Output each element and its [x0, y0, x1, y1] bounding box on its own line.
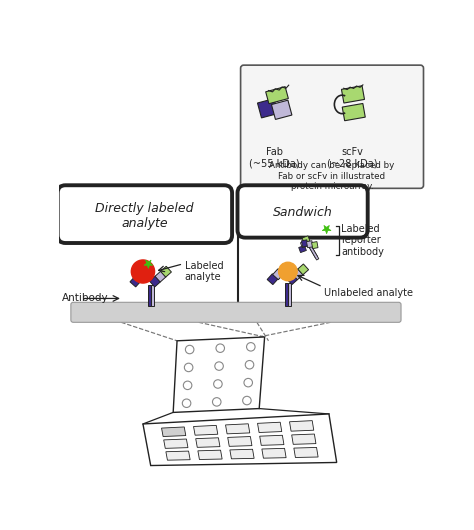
Polygon shape: [155, 271, 166, 282]
Text: Labeled
analyte: Labeled analyte: [185, 261, 223, 282]
Circle shape: [131, 260, 155, 283]
Circle shape: [183, 381, 192, 390]
Polygon shape: [309, 245, 319, 260]
Circle shape: [212, 398, 221, 406]
Polygon shape: [198, 450, 222, 460]
Polygon shape: [294, 447, 318, 457]
Polygon shape: [292, 434, 316, 444]
Polygon shape: [292, 269, 303, 280]
Polygon shape: [307, 241, 313, 248]
Polygon shape: [262, 448, 286, 458]
Polygon shape: [302, 236, 310, 243]
Polygon shape: [130, 276, 141, 287]
Polygon shape: [161, 266, 172, 277]
Polygon shape: [147, 285, 151, 306]
Circle shape: [215, 362, 223, 370]
Polygon shape: [226, 424, 250, 434]
Polygon shape: [162, 427, 186, 437]
Polygon shape: [301, 240, 308, 247]
Circle shape: [216, 344, 225, 352]
Circle shape: [184, 363, 193, 372]
Circle shape: [243, 396, 251, 405]
Polygon shape: [143, 414, 337, 465]
Polygon shape: [288, 283, 291, 306]
Circle shape: [244, 378, 253, 387]
Polygon shape: [273, 269, 283, 280]
Polygon shape: [257, 422, 282, 432]
Polygon shape: [285, 283, 288, 306]
Polygon shape: [150, 276, 161, 287]
Polygon shape: [230, 449, 254, 459]
Polygon shape: [267, 274, 278, 285]
Circle shape: [279, 262, 297, 281]
FancyBboxPatch shape: [237, 186, 368, 237]
Polygon shape: [257, 99, 278, 118]
FancyBboxPatch shape: [58, 186, 232, 243]
Polygon shape: [136, 271, 146, 282]
Text: Labeled
reporter
antibody: Labeled reporter antibody: [341, 224, 384, 257]
Polygon shape: [196, 438, 220, 447]
Polygon shape: [144, 260, 153, 268]
Polygon shape: [266, 86, 288, 104]
Polygon shape: [311, 242, 318, 249]
Circle shape: [214, 380, 222, 388]
Text: Fab
(~55 kDa): Fab (~55 kDa): [249, 147, 300, 169]
Text: Antibody: Antibody: [63, 294, 109, 304]
Polygon shape: [164, 439, 188, 448]
Text: Directly labeled
analyte: Directly labeled analyte: [95, 202, 194, 230]
Polygon shape: [322, 225, 331, 234]
Polygon shape: [299, 245, 306, 253]
Text: scFv
(~28 kDa): scFv (~28 kDa): [327, 147, 377, 169]
Polygon shape: [342, 103, 365, 121]
Polygon shape: [290, 421, 314, 431]
Polygon shape: [141, 266, 152, 277]
Polygon shape: [298, 264, 309, 275]
Polygon shape: [166, 451, 190, 460]
Polygon shape: [173, 337, 264, 412]
Polygon shape: [278, 264, 289, 275]
FancyBboxPatch shape: [241, 65, 423, 188]
Text: Antibody can be replaced by
Fab or scFv in illustrated
protein microarray.: Antibody can be replaced by Fab or scFv …: [269, 162, 395, 191]
Circle shape: [182, 399, 191, 408]
Polygon shape: [301, 241, 308, 248]
Polygon shape: [272, 100, 292, 119]
Circle shape: [246, 342, 255, 351]
FancyBboxPatch shape: [71, 302, 401, 322]
Text: Sandwich: Sandwich: [273, 207, 332, 219]
Polygon shape: [228, 437, 252, 446]
Text: Unlabeled analyte: Unlabeled analyte: [324, 288, 413, 298]
Circle shape: [245, 360, 254, 369]
Circle shape: [185, 346, 194, 354]
Polygon shape: [308, 243, 318, 258]
Polygon shape: [341, 86, 365, 103]
Polygon shape: [287, 274, 298, 285]
Polygon shape: [193, 426, 218, 435]
Polygon shape: [260, 435, 284, 445]
Polygon shape: [151, 285, 154, 306]
